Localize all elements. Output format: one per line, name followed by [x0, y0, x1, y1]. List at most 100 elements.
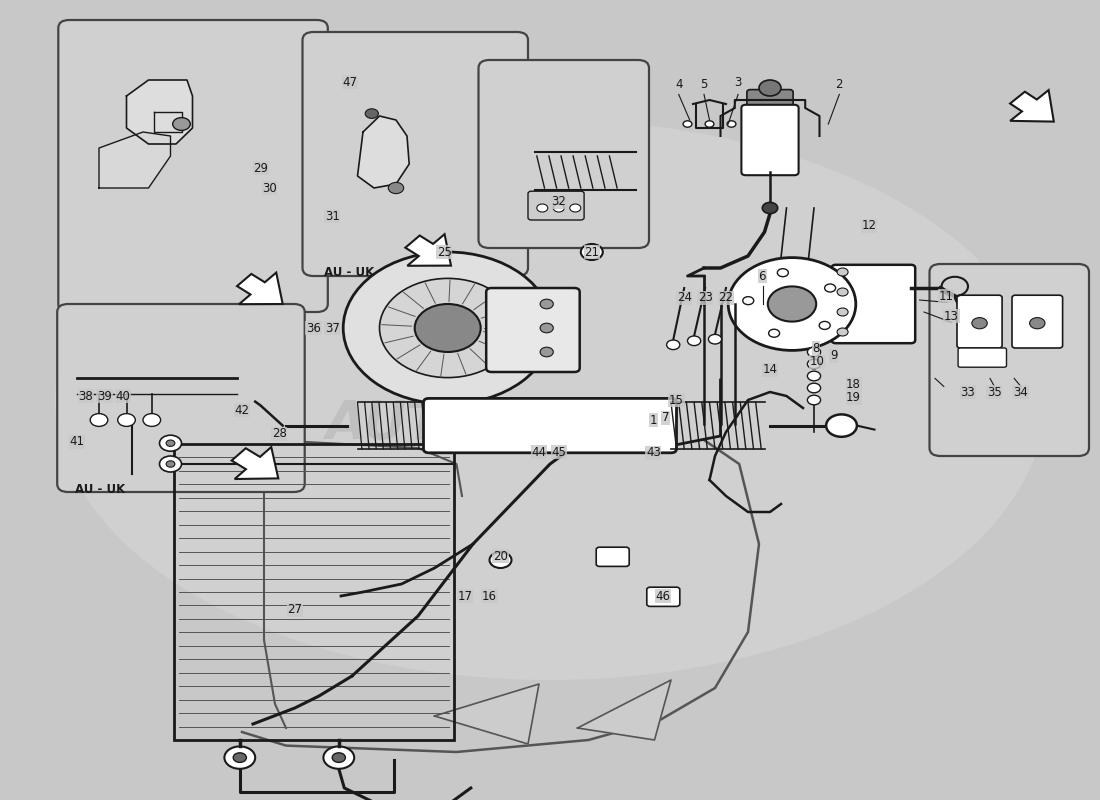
Circle shape [807, 395, 821, 405]
FancyBboxPatch shape [57, 304, 305, 492]
Circle shape [807, 347, 821, 357]
Text: 29: 29 [253, 162, 268, 174]
Text: 40: 40 [116, 390, 131, 402]
FancyBboxPatch shape [478, 60, 649, 248]
Circle shape [173, 118, 190, 130]
Text: 35: 35 [987, 386, 1002, 398]
Text: 11: 11 [938, 290, 954, 302]
Circle shape [224, 746, 255, 769]
Polygon shape [232, 447, 278, 479]
Circle shape [540, 299, 553, 309]
Text: 42: 42 [234, 404, 250, 417]
Circle shape [537, 204, 548, 212]
Circle shape [837, 308, 848, 316]
Text: 41: 41 [69, 435, 85, 448]
FancyBboxPatch shape [747, 90, 793, 110]
Text: 32: 32 [551, 195, 566, 208]
Text: 12: 12 [861, 219, 877, 232]
Text: 25: 25 [437, 246, 452, 258]
Circle shape [778, 269, 789, 277]
Polygon shape [236, 273, 283, 304]
Text: AUTOPICS: AUTOPICS [326, 398, 620, 450]
Polygon shape [99, 132, 170, 188]
Circle shape [323, 746, 354, 769]
Circle shape [415, 304, 481, 352]
Circle shape [540, 347, 553, 357]
Polygon shape [578, 680, 671, 740]
Ellipse shape [55, 120, 1045, 680]
Text: 16: 16 [482, 590, 497, 602]
FancyBboxPatch shape [930, 264, 1089, 456]
Text: 20: 20 [493, 550, 508, 562]
Text: 17: 17 [458, 590, 473, 602]
Circle shape [490, 552, 512, 568]
Circle shape [825, 284, 836, 292]
Circle shape [160, 435, 182, 451]
Text: 39: 39 [97, 390, 112, 402]
Polygon shape [405, 234, 451, 266]
Text: 44: 44 [531, 446, 547, 458]
Circle shape [388, 182, 404, 194]
FancyBboxPatch shape [957, 295, 1002, 348]
Text: 4: 4 [675, 78, 682, 90]
Text: 6: 6 [759, 270, 766, 282]
Text: 13: 13 [944, 310, 959, 322]
Circle shape [1030, 318, 1045, 329]
Circle shape [705, 121, 714, 127]
Circle shape [688, 336, 701, 346]
Text: AU - UK: AU - UK [75, 482, 125, 496]
FancyBboxPatch shape [958, 348, 1007, 367]
Text: 47: 47 [342, 76, 358, 89]
Text: 19: 19 [846, 391, 861, 404]
Text: 30: 30 [262, 182, 277, 194]
Circle shape [379, 278, 516, 378]
Circle shape [837, 328, 848, 336]
Circle shape [807, 371, 821, 381]
FancyBboxPatch shape [424, 398, 676, 453]
Text: 1: 1 [650, 414, 657, 426]
Text: 46: 46 [656, 590, 671, 602]
Text: 38: 38 [78, 390, 94, 402]
Circle shape [553, 204, 564, 212]
FancyBboxPatch shape [1012, 295, 1063, 348]
Circle shape [708, 334, 722, 344]
Circle shape [166, 440, 175, 446]
Circle shape [233, 753, 246, 762]
Circle shape [742, 297, 754, 305]
Circle shape [727, 121, 736, 127]
Circle shape [826, 414, 857, 437]
Circle shape [683, 121, 692, 127]
Polygon shape [1010, 90, 1054, 122]
Text: 22: 22 [718, 291, 734, 304]
Circle shape [972, 318, 988, 329]
Text: 9: 9 [830, 350, 837, 362]
FancyBboxPatch shape [832, 265, 915, 343]
Circle shape [540, 323, 553, 333]
Polygon shape [126, 80, 192, 144]
Text: 7: 7 [662, 411, 669, 424]
Circle shape [768, 286, 816, 322]
Text: 2: 2 [836, 78, 843, 90]
Text: 14: 14 [762, 363, 778, 376]
Circle shape [118, 414, 135, 426]
Text: 34: 34 [1013, 386, 1028, 398]
Circle shape [807, 383, 821, 393]
Circle shape [90, 414, 108, 426]
Text: 36: 36 [306, 322, 321, 334]
Text: 15: 15 [669, 394, 684, 406]
Circle shape [820, 322, 830, 330]
Circle shape [332, 753, 345, 762]
Circle shape [759, 80, 781, 96]
Polygon shape [358, 116, 409, 188]
Text: 43: 43 [646, 446, 661, 459]
Text: 33: 33 [960, 386, 976, 398]
FancyBboxPatch shape [58, 20, 328, 312]
Text: 21: 21 [584, 246, 600, 258]
Circle shape [762, 202, 778, 214]
Circle shape [570, 204, 581, 212]
Circle shape [166, 461, 175, 467]
Circle shape [365, 109, 378, 118]
Circle shape [837, 268, 848, 276]
Text: 24: 24 [676, 291, 692, 304]
Text: 10: 10 [810, 355, 825, 368]
